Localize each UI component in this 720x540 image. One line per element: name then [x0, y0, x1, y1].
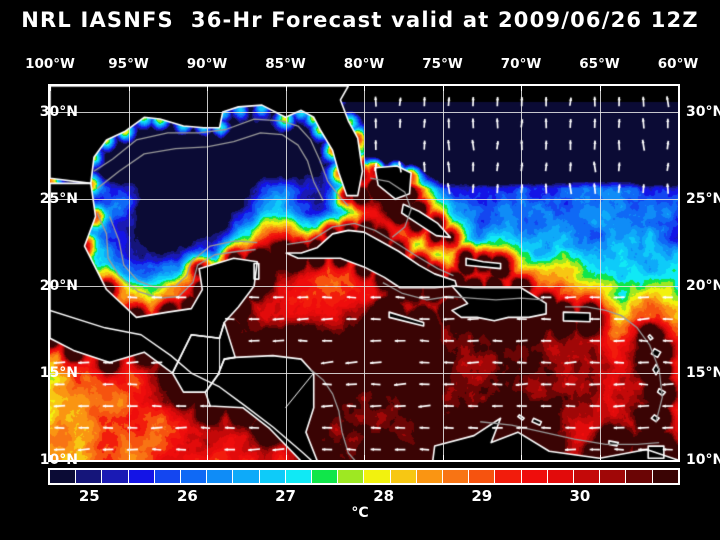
axis-tick — [678, 455, 679, 460]
lat-tick-label-left: 15°N — [39, 365, 78, 382]
gridline-meridian — [364, 86, 365, 460]
lon-tick-label: 60°W — [657, 56, 699, 72]
lat-tick-label-left: 30°N — [39, 104, 78, 121]
gridline-meridian — [442, 86, 444, 460]
colorbar-swatch — [390, 470, 417, 483]
lat-tick-label-left: 20°N — [39, 278, 78, 295]
axis-tick — [50, 86, 51, 91]
colorbar-swatch — [259, 470, 286, 483]
colorbar-swatch — [495, 470, 522, 483]
colorbar-swatch — [154, 470, 182, 483]
colorbar-swatch — [181, 470, 208, 483]
colorbar-swatch — [600, 470, 627, 483]
colorbar-swatch — [521, 470, 548, 483]
axis-tick — [50, 455, 51, 460]
gridline-parallel — [50, 112, 678, 114]
lon-tick-label: 70°W — [500, 56, 542, 72]
lon-tick-label: 85°W — [265, 56, 306, 72]
colorbar-tick-label: 30 — [569, 487, 591, 505]
colorbar-tick-label: 27 — [275, 487, 296, 505]
axis-tick — [364, 455, 365, 460]
colorbar-tick-label: 25 — [78, 487, 100, 505]
colorbar-swatch — [547, 470, 575, 483]
gridline-parallel — [50, 199, 678, 201]
gridline-meridian — [285, 86, 287, 460]
lon-tick-label: 95°W — [108, 56, 149, 72]
lon-tick-label: 100°W — [25, 56, 75, 72]
lat-tick-label-right: 20°N — [686, 278, 720, 295]
colorbar-swatch — [443, 470, 470, 483]
axis-tick — [521, 86, 522, 91]
axis-tick — [521, 455, 522, 460]
colorbar-swatch — [76, 470, 103, 483]
colorbar-swatch — [128, 470, 155, 483]
colorbar-swatch — [207, 470, 234, 483]
axis-tick — [285, 86, 287, 91]
axis-tick — [364, 86, 365, 91]
colorbar-tick-label: 28 — [373, 487, 395, 505]
lat-tick-label-right: 30°N — [686, 104, 720, 121]
lat-tick-label-left: 25°N — [39, 191, 78, 208]
colorbar-swatch — [416, 470, 444, 483]
axis-tick — [442, 455, 444, 460]
gridline-meridian — [521, 86, 522, 460]
axis-tick — [128, 86, 130, 91]
axis-tick — [207, 86, 208, 91]
colorbar-swatch — [50, 470, 77, 483]
colorbar-tick-label: 26 — [176, 487, 198, 505]
figure-title: NRL IASNFS 36-Hr Forecast valid at 2009/… — [21, 8, 699, 32]
lon-tick-label: 65°W — [579, 56, 620, 72]
lon-tick-label: 75°W — [422, 56, 463, 72]
axis-tick — [442, 86, 444, 91]
colorbar-swatch — [364, 470, 391, 483]
axis-tick — [128, 455, 130, 460]
axis-tick — [207, 455, 208, 460]
axis-tick — [678, 86, 679, 91]
map-plot-area: T100 — [48, 84, 680, 462]
lat-tick-label-right: 10°N — [686, 452, 720, 468]
axis-tick — [599, 455, 601, 460]
lon-tick-label: 90°W — [186, 56, 228, 72]
colorbar-swatch — [102, 470, 129, 483]
colorbar-swatch — [285, 470, 313, 483]
colorbar-swatch — [652, 470, 678, 483]
gridline-meridian — [128, 86, 130, 460]
colorbar-swatch — [338, 470, 365, 483]
lon-tick-label: 80°W — [343, 56, 385, 72]
lat-tick-label-left: 10°N — [39, 452, 78, 468]
gridline-meridian — [599, 86, 601, 460]
colorbar-swatch — [469, 470, 496, 483]
gridline-meridian — [207, 86, 208, 460]
lat-tick-label-right: 15°N — [686, 365, 720, 382]
temperature-colorbar — [48, 468, 680, 485]
axis-tick — [599, 86, 601, 91]
colorbar-swatch — [233, 470, 260, 483]
gridline-parallel — [50, 373, 678, 375]
gridline-parallel — [50, 286, 678, 288]
colorbar-swatch — [626, 470, 653, 483]
colorbar-swatch — [312, 470, 339, 483]
colorbar-swatch — [574, 470, 601, 483]
lat-tick-label-right: 25°N — [686, 191, 720, 208]
colorbar-tick-label: 29 — [471, 487, 493, 505]
axis-tick — [285, 455, 287, 460]
colorbar-unit-label: °C — [351, 505, 369, 521]
